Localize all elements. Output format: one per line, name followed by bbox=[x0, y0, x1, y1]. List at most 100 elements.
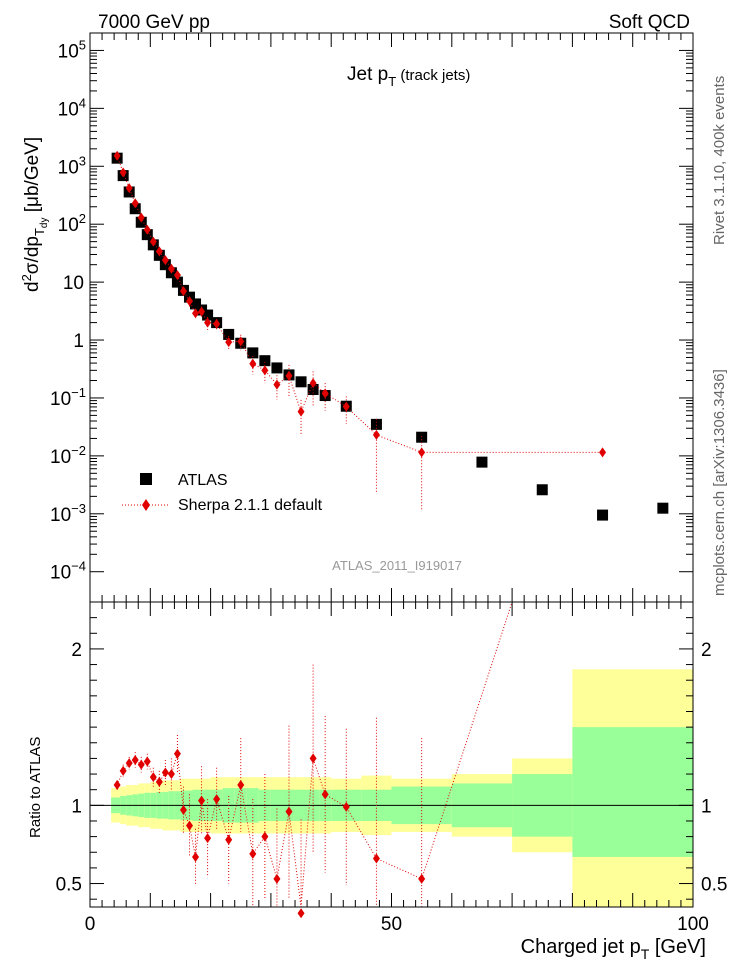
legend: ATLAS Sherpa 2.1.1 default bbox=[122, 472, 323, 514]
sherpa-data-point bbox=[418, 447, 426, 458]
ratio-y-tick-label-left: 1 bbox=[71, 796, 82, 817]
legend-atlas-label: ATLAS bbox=[178, 472, 228, 489]
legend-atlas-marker bbox=[140, 473, 152, 485]
main-y-tick-label: 10−2 bbox=[50, 443, 86, 468]
sherpa-data-point bbox=[119, 167, 127, 178]
atlas-data-point bbox=[476, 456, 488, 468]
sherpa-data-point bbox=[149, 236, 157, 247]
atlas-data-point bbox=[295, 376, 307, 388]
sherpa-series-line bbox=[116, 155, 603, 453]
ratio-data-point bbox=[372, 853, 380, 864]
sherpa-data-point bbox=[225, 337, 233, 348]
main-y-tick-label: 103 bbox=[58, 153, 86, 178]
ratio-data-point bbox=[342, 801, 350, 812]
sherpa-data-point bbox=[155, 246, 163, 257]
ratio-data-point bbox=[125, 758, 133, 769]
sherpa-data-point bbox=[198, 306, 206, 317]
sherpa-data-point bbox=[137, 212, 145, 223]
rivet-version-label: Rivet 3.1.10, 400k events bbox=[711, 76, 728, 245]
plot-title: Jet pT (track jets) bbox=[347, 64, 470, 89]
sherpa-data-point bbox=[309, 378, 317, 389]
ratio-data-point bbox=[225, 834, 233, 845]
sherpa-data-point bbox=[185, 296, 193, 307]
sherpa-data-point bbox=[204, 317, 212, 328]
ratio-data-point bbox=[309, 753, 317, 764]
ratio-y-tick-label-right: 0.5 bbox=[701, 875, 727, 896]
main-y-tick-label: 10−4 bbox=[50, 559, 86, 584]
main-y-tick-label: 104 bbox=[58, 95, 86, 120]
atlas-data-point bbox=[271, 362, 283, 374]
sherpa-data-point bbox=[173, 270, 181, 281]
sherpa-data-point bbox=[342, 401, 350, 412]
sherpa-data-point bbox=[237, 336, 245, 347]
ratio-y-tick-label-right: 2 bbox=[701, 640, 712, 661]
header-left: 7000 GeV pp bbox=[98, 12, 210, 33]
ratio-data-point bbox=[149, 772, 157, 783]
atlas-data-point bbox=[202, 309, 214, 321]
ratio-data-point bbox=[198, 795, 206, 806]
atlas-data-point bbox=[657, 502, 669, 514]
ratio-data-point bbox=[155, 776, 163, 787]
ratio-y-tick-label-right: 1 bbox=[701, 796, 712, 817]
ratio-data-point bbox=[113, 780, 121, 790]
analysis-id-label: ATLAS_2011_I919017 bbox=[332, 558, 462, 573]
ratio-data-point bbox=[285, 806, 293, 817]
ratio-data-point bbox=[273, 873, 281, 884]
sherpa-data-point bbox=[179, 286, 187, 297]
ratio-data-point bbox=[237, 780, 245, 790]
ratio-data-point bbox=[261, 831, 269, 842]
sherpa-data-point bbox=[285, 370, 293, 381]
ratio-data-point bbox=[173, 748, 181, 759]
sherpa-data-point bbox=[131, 198, 139, 209]
main-y-tick-label: 10−3 bbox=[50, 501, 86, 526]
main-y-axis-label: d2σ/dpTdy [μb/GeV] bbox=[19, 137, 50, 292]
sherpa-data-point bbox=[167, 263, 175, 274]
ratio-data-point bbox=[137, 759, 145, 770]
atlas-data-point bbox=[171, 276, 183, 288]
legend-sherpa-label: Sherpa 2.1.1 default bbox=[178, 497, 323, 514]
sherpa-data-point bbox=[125, 183, 133, 194]
ratio-data-point bbox=[418, 873, 426, 884]
main-y-tick-label: 1 bbox=[73, 331, 84, 352]
sherpa-data-point bbox=[143, 224, 151, 235]
atlas-data-point bbox=[247, 347, 259, 359]
atlas-data-point bbox=[536, 484, 548, 496]
x-tick-label: 50 bbox=[381, 914, 402, 935]
x-tick-label: 100 bbox=[677, 914, 709, 935]
source-url-label: mcplots.cern.ch [arXiv:1306.3436] bbox=[711, 369, 728, 596]
legend-sherpa-marker bbox=[142, 499, 150, 511]
main-y-tick-label: 10 bbox=[63, 273, 84, 294]
sherpa-data-point bbox=[599, 447, 607, 458]
sherpa-data-point bbox=[273, 379, 281, 390]
ratio-data-point bbox=[143, 756, 151, 767]
ratio-data-point bbox=[185, 820, 193, 831]
sherpa-data-point bbox=[161, 255, 169, 266]
main-y-tick-label: 102 bbox=[58, 211, 86, 236]
x-axis-label: Charged jet pT [GeV] bbox=[521, 936, 706, 962]
ratio-y-tick-label-left: 0.5 bbox=[56, 875, 82, 896]
ratio-data-point bbox=[161, 767, 169, 778]
atlas-data-point bbox=[129, 203, 141, 215]
sherpa-data-point bbox=[192, 308, 200, 319]
atlas-data-point bbox=[597, 509, 609, 521]
sherpa-data-point bbox=[297, 406, 305, 417]
atlas-data-point bbox=[190, 298, 202, 310]
sherpa-data-point bbox=[372, 429, 380, 440]
ratio-plot-panel: 0.5 0.5 1 1 2 2 0 50 100 Ratio to ATLAS Charged … bbox=[27, 601, 727, 962]
sherpa-data-point bbox=[321, 388, 329, 399]
ratio-y-tick-label-left: 2 bbox=[71, 640, 82, 661]
atlas-data-point bbox=[223, 328, 235, 340]
header-right: Soft QCD bbox=[609, 12, 690, 33]
ratio-data-point bbox=[179, 805, 187, 816]
sherpa-data-point bbox=[249, 358, 257, 369]
atlas-data-point bbox=[370, 418, 382, 430]
ratio-data-point bbox=[297, 908, 305, 919]
ratio-data-point bbox=[119, 765, 127, 776]
ratio-data-point bbox=[213, 794, 221, 805]
x-tick-label: 0 bbox=[85, 914, 96, 935]
ratio-data-point bbox=[167, 769, 175, 780]
ratio-data-point bbox=[131, 754, 139, 765]
ratio-data-point bbox=[321, 789, 329, 800]
ratio-data-point bbox=[249, 848, 257, 859]
